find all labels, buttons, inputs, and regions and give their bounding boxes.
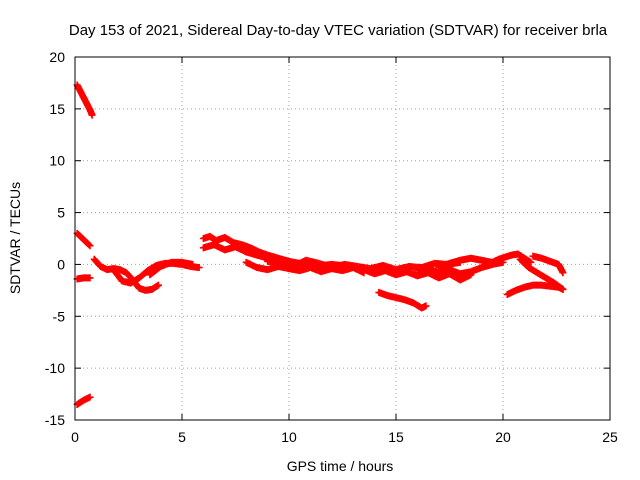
data-point [195, 264, 203, 272]
data-point [86, 274, 94, 282]
data-point [86, 393, 94, 401]
data-point [527, 258, 535, 266]
x-tick-label: 20 [495, 429, 511, 445]
y-axis-label: SDTVAR / TECUs [7, 182, 23, 294]
x-tick-label: 0 [71, 429, 79, 445]
plot-border [74, 56, 611, 421]
y-tick-label: 5 [57, 205, 65, 221]
data-point [86, 242, 94, 250]
data-point [154, 281, 162, 289]
x-tick-label: 5 [178, 429, 186, 445]
grid-lines [75, 57, 610, 420]
y-tick-label: 0 [57, 256, 65, 272]
data-point [85, 241, 93, 249]
y-tick-label: -15 [45, 412, 65, 428]
axis-ticks: 0 5 10 15 20 25 -15 -10 -5 0 5 10 15 20 [45, 49, 618, 445]
data-point [88, 111, 96, 119]
chart-title: Day 153 of 2021, Sidereal Day-to-day VTE… [69, 22, 608, 39]
y-tick-label: 20 [49, 49, 65, 65]
data-points [73, 81, 567, 408]
y-tick-label: -10 [45, 360, 65, 376]
x-tick-label: 25 [602, 429, 618, 445]
y-tick-label: -5 [53, 308, 66, 324]
data-point [559, 285, 567, 293]
x-tick-label: 15 [388, 429, 404, 445]
data-point [559, 269, 567, 277]
y-tick-label: 10 [49, 153, 65, 169]
y-tick-label: 15 [49, 101, 65, 117]
data-point [422, 302, 430, 310]
x-tick-label: 10 [281, 429, 297, 445]
data-point [189, 260, 197, 268]
x-axis-label: GPS time / hours [287, 458, 394, 474]
